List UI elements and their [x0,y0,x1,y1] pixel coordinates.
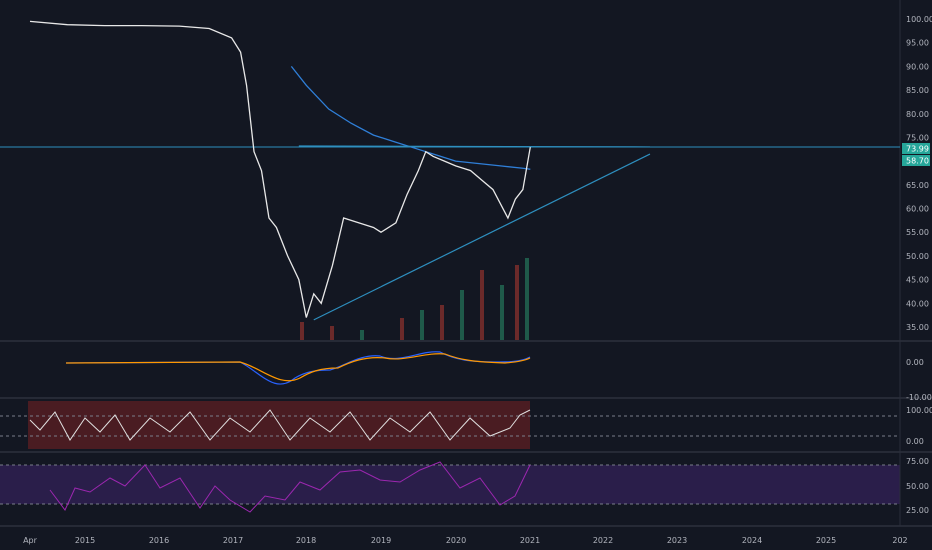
price-tick-label: 60.00 [906,205,929,214]
price-tick-label: 55.00 [906,228,929,237]
price-tick-label: 80.00 [906,110,929,119]
stoch-k-line [29,409,531,441]
panel-tick-label: 50.00 [906,482,929,491]
volume-bar [330,326,334,340]
time-axis: Apr 2015 2016 2017 2018 2019 2020 2021 2022 2023 2… [23,536,908,545]
price-tick-label: 85.00 [906,86,929,95]
volume-bar [525,258,529,340]
price-tick-label: 50.00 [906,252,929,261]
volume-bar [360,330,364,340]
price-badge [902,155,930,166]
volume-bar [400,318,404,340]
macd-signal-line [65,353,531,382]
time-tick-label: Apr [23,536,38,545]
volume-bar [440,305,444,340]
resistance-trendline[interactable] [298,145,651,148]
panel-tick-label: 0.00 [906,358,924,367]
panel-tick-label: 100.00 [906,406,932,415]
time-tick-label: 2024 [742,536,762,545]
time-tick-label: 2022 [593,536,613,545]
volume-bar [515,265,519,340]
price-tick-label: 65.00 [906,181,929,190]
time-tick-label: 2025 [816,536,836,545]
time-tick-label: 2017 [223,536,243,545]
stoch-band [28,401,530,449]
rsi-band [0,465,900,504]
price-badge-label: 73.99 [906,145,929,154]
panel-tick-label: 25.00 [906,506,929,515]
price-badges: 73.99 58.70 [902,143,930,166]
price-badge [902,143,930,154]
price-tick-label: 100.00 [906,15,932,24]
price-tick-label: 35.00 [906,323,929,332]
volume-bar [460,290,464,340]
time-tick-label: 2018 [296,536,316,545]
volume-bar [420,310,424,340]
volume-bar [480,270,484,340]
time-tick-label: 2023 [667,536,687,545]
price-axis: 100.0095.0090.0085.0080.0075.0070.0065.0… [906,15,932,515]
volume-bar [300,322,304,340]
time-tick-label: 2015 [75,536,95,545]
time-tick-label: 2020 [446,536,466,545]
price-tick-label: 40.00 [906,299,929,308]
rsi-line [49,461,531,513]
price-line [29,20,531,318]
time-tick-label: 202 [892,536,907,545]
price-badge-label: 58.70 [906,157,929,166]
time-tick-label: 2021 [520,536,540,545]
time-tick-label: 2019 [371,536,391,545]
price-tick-label: 95.00 [906,39,929,48]
moving-average-line [290,65,531,170]
price-tick-label: 45.00 [906,276,929,285]
panel-tick-label: 75.00 [906,457,929,466]
volume-bar [500,285,504,340]
panel-tick-label: 0.00 [906,437,924,446]
price-tick-label: 75.00 [906,133,929,142]
time-tick-label: 2016 [149,536,169,545]
support-trendline[interactable] [313,153,651,321]
panel-tick-label: -10.00 [906,393,932,402]
price-tick-label: 90.00 [906,62,929,71]
volume-bars [300,258,529,340]
